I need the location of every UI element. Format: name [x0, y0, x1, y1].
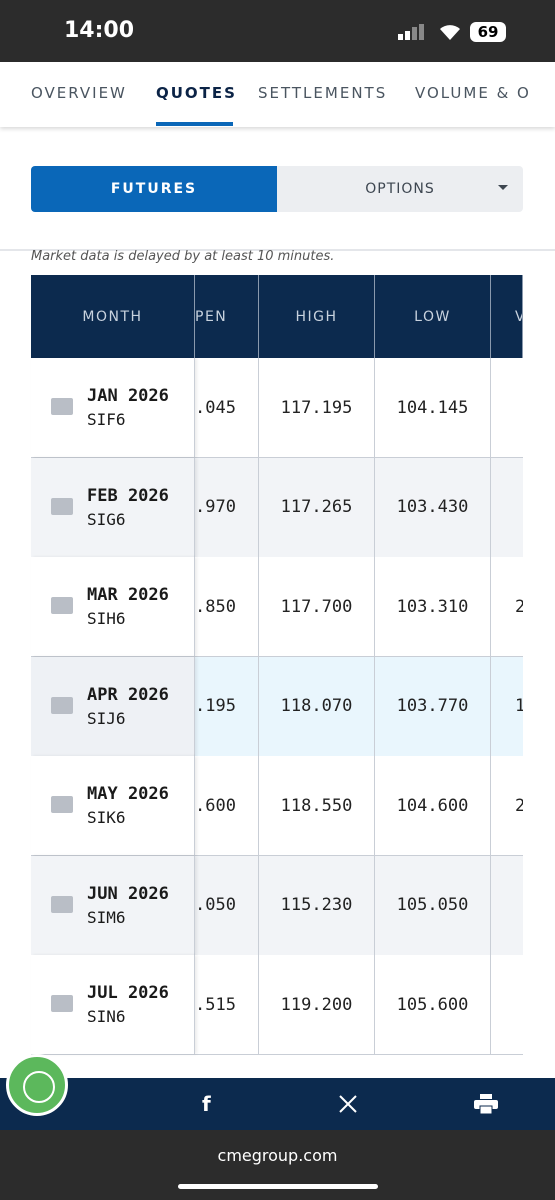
low-cell: 103.310: [375, 557, 491, 656]
high-cell: 115.230: [259, 855, 375, 955]
share-bar: f: [0, 1078, 555, 1130]
month-cell: JUN 2026 SIM6: [31, 855, 195, 955]
low-cell: 105.050: [375, 855, 491, 955]
month-cell: FEB 2026 SIG6: [31, 457, 195, 557]
futures-button[interactable]: FUTURES: [31, 166, 277, 212]
briefcase-icon: [51, 497, 73, 515]
low-cell: 104.600: [375, 756, 491, 855]
open-cell: .970: [195, 457, 259, 557]
month: MAR 2026: [87, 585, 169, 605]
table-row: JUL 2026 SIN6 .515 119.200 105.600: [31, 955, 523, 1055]
briefcase-icon: [51, 995, 73, 1012]
contract-code: SIM6: [87, 907, 126, 927]
open-cell: .850: [195, 557, 259, 656]
tab[interactable]: VOLUME & O: [415, 84, 531, 102]
contract-code: SIG6: [87, 509, 126, 529]
tab[interactable]: OVERVIEW: [31, 84, 127, 102]
print-icon[interactable]: [474, 1094, 498, 1114]
low-cell: 103.770: [375, 656, 491, 756]
delay-note: Market data is delayed by at least 10 mi…: [31, 249, 335, 264]
high-cell: 117.700: [259, 557, 375, 656]
month-cell: MAR 2026 SIH6: [31, 557, 195, 656]
volume-cell: 2: [515, 795, 523, 816]
briefcase-icon: [51, 696, 73, 714]
header-cell: LOW: [375, 275, 491, 358]
tab[interactable]: SETTLEMENTS: [258, 84, 388, 102]
month: JUL 2026: [87, 983, 169, 1003]
contract-code: SIJ6: [87, 708, 126, 728]
time: 14:00: [64, 18, 135, 43]
contract-code: SIF6: [87, 410, 126, 429]
month: JUN 2026: [87, 883, 169, 904]
high-cell: 117.265: [259, 457, 375, 557]
header-cell: PEN: [195, 275, 259, 358]
table-row: MAY 2026 SIK6 .600 118.550 104.600 2: [31, 756, 523, 856]
briefcase-icon: [51, 895, 73, 913]
divider: [0, 249, 555, 251]
open-cell: .600: [195, 756, 259, 855]
header-cell: V: [491, 275, 523, 358]
low-cell: 105.600: [375, 955, 491, 1054]
contract-code: SIK6: [87, 808, 126, 827]
header-cell: HIGH: [259, 275, 375, 358]
open-cell: .050: [195, 855, 259, 955]
month: JAN 2026: [87, 386, 169, 406]
volume-cell: 27: [515, 596, 523, 617]
volume-cell: 1: [515, 696, 523, 716]
contract-code: SIH6: [87, 609, 126, 628]
facebook-icon[interactable]: f: [202, 1092, 211, 1116]
tab-bar: OVERVIEW QUOTES SETTLEMENTS VOLUME & O: [0, 62, 555, 127]
month: MAY 2026: [87, 784, 169, 804]
table-header: MONTHPENHIGHLOWV: [31, 275, 523, 358]
options-button[interactable]: OPTIONS: [277, 166, 523, 212]
open-cell: .045: [195, 358, 259, 457]
contract-code: SIN6: [87, 1007, 126, 1026]
low-cell: 104.145: [375, 358, 491, 457]
open-cell: .515: [195, 955, 259, 1054]
browser-bar: cmegroup.com: [0, 1130, 555, 1200]
month: APR 2026: [87, 684, 169, 705]
high-cell: 118.550: [259, 756, 375, 855]
table-row: FEB 2026 SIG6 .970 117.265 103.430: [31, 457, 523, 558]
month-cell: JAN 2026 SIF6: [31, 358, 195, 457]
status-bar: 14:00 69: [0, 0, 555, 62]
x-icon[interactable]: [338, 1094, 358, 1114]
briefcase-icon: [51, 398, 73, 415]
briefcase-icon: [51, 597, 73, 614]
dropdown-arrow: [498, 185, 508, 190]
month: FEB 2026: [87, 485, 169, 506]
cookie-button[interactable]: [6, 1054, 68, 1116]
month-cell: APR 2026 SIJ6: [31, 656, 195, 756]
cookie-icon: [23, 1071, 55, 1103]
header-cell: MONTH: [31, 275, 195, 358]
low-cell: 103.430: [375, 457, 491, 557]
table-row: APR 2026 SIJ6 .195 118.070 103.770 1: [31, 656, 523, 757]
url: cmegroup.com: [217, 1146, 338, 1165]
tab-underline: [156, 122, 233, 126]
home-indicator: [178, 1184, 378, 1189]
high-cell: 119.200: [259, 955, 375, 1054]
open-cell: .195: [195, 656, 259, 756]
month-cell: JUL 2026 SIN6: [31, 955, 195, 1054]
high-cell: 118.070: [259, 656, 375, 756]
battery: 69: [470, 22, 506, 42]
tab-active[interactable]: QUOTES: [156, 84, 237, 102]
signal-icon: [398, 24, 428, 40]
month-cell: MAY 2026 SIK6: [31, 756, 195, 855]
table-row: JAN 2026 SIF6 .045 117.195 104.145: [31, 358, 523, 458]
table-row: JUN 2026 SIM6 .050 115.230 105.050: [31, 855, 523, 956]
briefcase-icon: [51, 796, 73, 813]
high-cell: 117.195: [259, 358, 375, 457]
wifi-icon: [440, 25, 460, 40]
